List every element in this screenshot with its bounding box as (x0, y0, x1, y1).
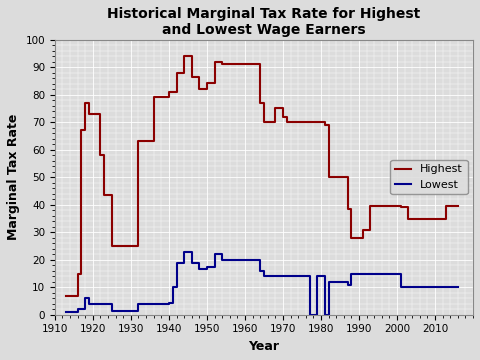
Lowest (97, 302, 103, 306)
Lowest (314, 274, 320, 278)
Lowest (219, 258, 225, 262)
Highest (75, 271, 81, 276)
Lowest (257, 269, 263, 273)
Highest (273, 105, 278, 110)
Lowest (170, 285, 176, 289)
Highest (345, 207, 350, 211)
Lowest (151, 302, 156, 306)
Lowest (212, 252, 217, 256)
Lowest (63, 310, 69, 314)
Highest (83, 101, 88, 105)
Highest (455, 204, 461, 208)
Highest (406, 216, 411, 221)
Lowest (189, 260, 194, 265)
Lowest (307, 312, 312, 317)
Highest (136, 139, 142, 144)
Lowest (86, 302, 92, 306)
Highest (398, 205, 404, 210)
Highest (181, 54, 187, 58)
Title: Historical Marginal Tax Rate for Highest
and Lowest Wage Earners: Historical Marginal Tax Rate for Highest… (108, 7, 420, 37)
Lowest (174, 260, 180, 265)
Lowest (284, 274, 289, 278)
Highest (174, 71, 180, 75)
Highest (151, 95, 156, 100)
Highest (253, 62, 259, 67)
Lowest (253, 258, 259, 262)
Lowest (322, 312, 328, 317)
Highest (212, 59, 217, 64)
Highest (326, 175, 332, 179)
Lowest (261, 274, 267, 278)
Lowest (273, 274, 278, 278)
Highest (360, 228, 366, 232)
Lowest (166, 301, 172, 305)
Highest (63, 293, 69, 298)
Lowest (303, 274, 309, 278)
Highest (109, 244, 115, 248)
Highest (219, 62, 225, 67)
Highest (322, 122, 328, 127)
Legend: Highest, Lowest: Highest, Lowest (390, 160, 468, 194)
Lowest (345, 282, 350, 287)
Lowest (83, 296, 88, 301)
Lowest (360, 271, 366, 276)
X-axis label: Year: Year (249, 340, 279, 353)
Highest (101, 193, 107, 197)
Line: Lowest: Lowest (66, 252, 458, 315)
Highest (257, 101, 263, 105)
Lowest (406, 285, 411, 289)
Highest (368, 204, 373, 208)
Highest (280, 115, 286, 120)
Lowest (398, 285, 404, 289)
Lowest (455, 285, 461, 289)
Lowest (181, 249, 187, 254)
Highest (97, 153, 103, 157)
Lowest (326, 280, 332, 284)
Highest (196, 87, 202, 91)
Line: Highest: Highest (66, 56, 458, 296)
Highest (189, 75, 194, 79)
Y-axis label: Marginal Tax Rate: Marginal Tax Rate (7, 114, 20, 240)
Lowest (348, 271, 354, 276)
Highest (261, 120, 267, 125)
Highest (79, 128, 84, 132)
Lowest (136, 302, 142, 306)
Highest (86, 112, 92, 116)
Lowest (79, 307, 84, 311)
Lowest (109, 309, 115, 313)
Highest (303, 120, 309, 125)
Highest (348, 235, 354, 240)
Lowest (196, 267, 202, 271)
Highest (204, 81, 210, 85)
Highest (444, 204, 449, 208)
Highest (170, 90, 176, 94)
Lowest (444, 285, 449, 289)
Lowest (368, 271, 373, 276)
Highest (284, 120, 289, 125)
Lowest (204, 265, 210, 269)
Lowest (75, 307, 81, 311)
Highest (166, 90, 172, 94)
